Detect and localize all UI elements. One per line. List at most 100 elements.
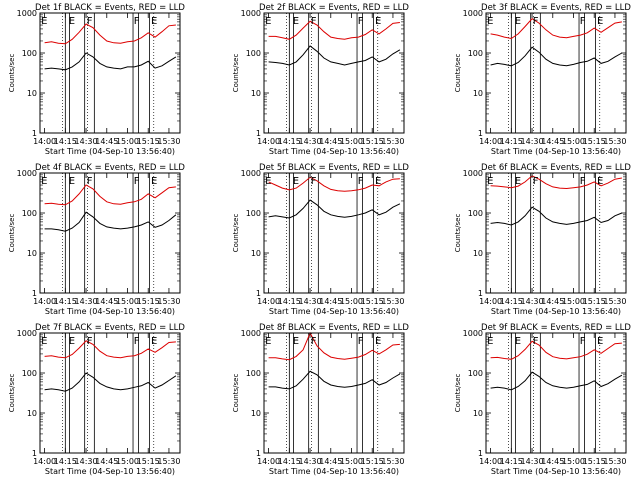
x-tick-label: 14:00 xyxy=(479,457,502,466)
y-tick-label: 1 xyxy=(256,449,261,458)
x-tick-label: 14:15 xyxy=(54,457,77,466)
flag-label: E xyxy=(487,336,493,347)
y-tick-label: 1 xyxy=(478,289,483,298)
x-axis-label: Start Time (04-Sep-10 13:56:40) xyxy=(45,467,175,476)
x-tick-label: 15:00 xyxy=(116,457,139,466)
flag-label: E xyxy=(375,336,381,347)
series-lld xyxy=(44,23,176,45)
flag-label: E xyxy=(515,16,521,27)
y-tick-label: 1000 xyxy=(463,329,483,338)
flag-label: E xyxy=(597,16,603,27)
y-tick-label: 10 xyxy=(473,249,483,258)
x-tick-label: 14:30 xyxy=(75,457,98,466)
panel-title: Det 4f BLACK = Events, RED = LLD xyxy=(35,163,185,173)
y-tick-label: 1 xyxy=(32,129,37,138)
flag-label: E xyxy=(515,176,521,187)
y-tick-label: 1 xyxy=(478,129,483,138)
flag-label: E xyxy=(69,336,75,347)
y-tick-label: 10 xyxy=(473,409,483,418)
x-tick-label: 15:15 xyxy=(361,457,384,466)
flag-label: F xyxy=(134,16,140,27)
y-tick-label: 1000 xyxy=(17,169,37,178)
flag-label: F xyxy=(533,176,539,187)
x-tick-label: 14:30 xyxy=(75,137,98,146)
series-lld xyxy=(490,175,622,190)
series-lld xyxy=(268,331,400,361)
flag-label: E xyxy=(375,176,381,187)
flag-label: E xyxy=(293,16,299,27)
panel-title: Det 6f BLACK = Events, RED = LLD xyxy=(481,163,631,173)
y-tick-label: 100 xyxy=(468,369,483,378)
x-tick-label: 14:30 xyxy=(75,297,98,306)
flag-label: F xyxy=(580,16,586,27)
flag-label: E xyxy=(515,336,521,347)
series-lld xyxy=(268,176,400,192)
x-tick-label: 15:00 xyxy=(340,297,363,306)
x-tick-label: 15:15 xyxy=(583,457,606,466)
y-axis-label: Counts/sec xyxy=(8,54,16,93)
flag-label: E xyxy=(375,16,381,27)
plot-frame xyxy=(263,12,405,134)
flag-label: F xyxy=(358,16,364,27)
x-tick-label: 14:30 xyxy=(521,137,544,146)
x-axis-label: Start Time (04-Sep-10 13:56:40) xyxy=(269,467,399,476)
panel-title: Det 2f BLACK = Events, RED = LLD xyxy=(259,3,409,13)
flag-label: E xyxy=(265,176,271,187)
series-events xyxy=(44,52,177,71)
panel-title: Det 7f BLACK = Events, RED = LLD xyxy=(35,323,185,333)
x-tick-label: 15:15 xyxy=(583,137,606,146)
series-events xyxy=(268,370,401,390)
x-tick-label: 14:45 xyxy=(319,457,342,466)
x-tick-label: 14:15 xyxy=(278,457,301,466)
flag-label: E xyxy=(487,176,493,187)
series-lld xyxy=(268,20,400,40)
x-tick-label: 15:30 xyxy=(157,297,180,306)
x-tick-label: 15:30 xyxy=(603,137,626,146)
x-tick-label: 14:00 xyxy=(33,297,56,306)
x-tick-label: 15:30 xyxy=(381,457,404,466)
x-tick-label: 15:15 xyxy=(583,297,606,306)
y-tick-label: 1000 xyxy=(241,169,261,178)
y-tick-label: 1000 xyxy=(463,169,483,178)
x-axis-label: Start Time (04-Sep-10 13:56:40) xyxy=(491,467,621,476)
series-events xyxy=(490,206,623,226)
y-tick-label: 1000 xyxy=(17,9,37,18)
x-tick-label: 14:15 xyxy=(500,137,523,146)
x-tick-label: 14:15 xyxy=(500,457,523,466)
flag-label: E xyxy=(151,16,157,27)
x-tick-label: 14:30 xyxy=(299,137,322,146)
flag-label: E xyxy=(597,176,603,187)
x-tick-label: 14:00 xyxy=(257,137,280,146)
x-tick-label: 15:15 xyxy=(361,137,384,146)
x-tick-label: 15:15 xyxy=(361,297,384,306)
y-tick-label: 100 xyxy=(246,369,261,378)
y-tick-label: 10 xyxy=(27,249,37,258)
x-axis-label: Start Time (04-Sep-10 13:56:40) xyxy=(45,147,175,156)
flag-label: E xyxy=(597,336,603,347)
x-tick-label: 15:00 xyxy=(340,457,363,466)
flag-label: E xyxy=(265,336,271,347)
series-events xyxy=(268,199,401,219)
flag-label: E xyxy=(265,16,271,27)
flag-label: F xyxy=(533,336,539,347)
plot-frame xyxy=(39,172,181,294)
plot-frame xyxy=(485,12,627,134)
y-tick-label: 10 xyxy=(251,89,261,98)
y-tick-label: 1000 xyxy=(463,9,483,18)
flag-label: F xyxy=(580,176,586,187)
x-tick-label: 15:15 xyxy=(137,297,160,306)
x-axis-label: Start Time (04-Sep-10 13:56:40) xyxy=(45,307,175,316)
x-tick-label: 14:45 xyxy=(95,457,118,466)
x-tick-label: 14:15 xyxy=(500,297,523,306)
x-tick-label: 14:45 xyxy=(95,297,118,306)
flag-label: E xyxy=(41,336,47,347)
x-tick-label: 14:45 xyxy=(541,457,564,466)
flag-label: F xyxy=(87,176,93,187)
y-tick-label: 100 xyxy=(468,209,483,218)
x-tick-label: 14:00 xyxy=(33,137,56,146)
x-tick-label: 15:30 xyxy=(157,137,180,146)
y-tick-label: 100 xyxy=(246,209,261,218)
